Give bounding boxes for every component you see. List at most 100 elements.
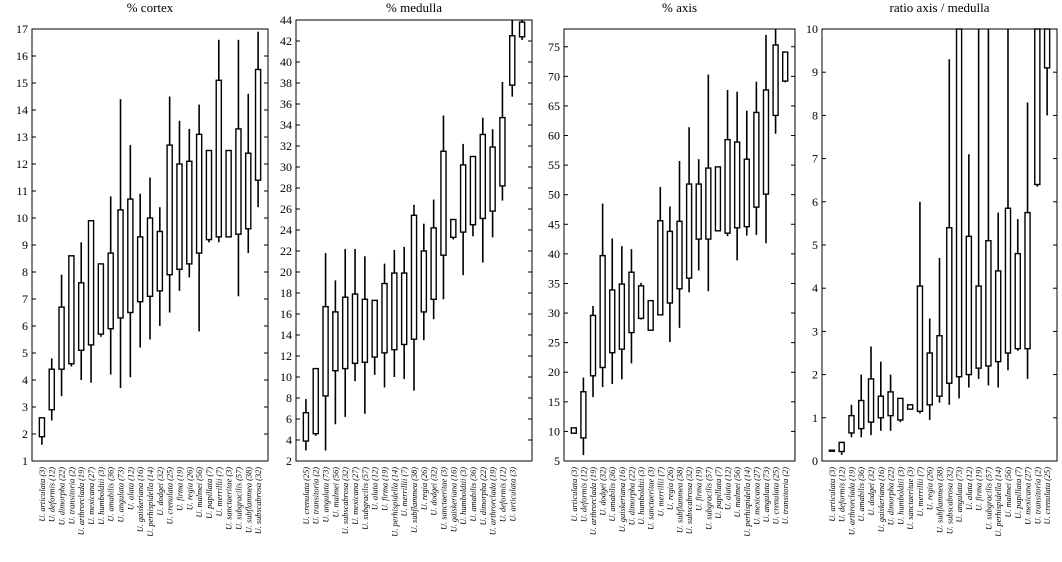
box-0-20 [235, 128, 242, 235]
ytick-label-1-7: 16 [280, 307, 292, 321]
box-3-18 [1004, 207, 1012, 354]
category-label-1-13: U. dodgei (32) [430, 467, 439, 516]
box-2-3 [599, 254, 606, 369]
panel-title-0: % cortex [127, 0, 174, 15]
ytick-label-0-15: 16 [16, 49, 28, 63]
ytick-label-3-8: 8 [812, 108, 818, 122]
category-label-0-20: U. subgracilis (57) [234, 467, 243, 530]
category-label-1-20: U. deformis (12) [498, 467, 507, 522]
ytick-label-2-7: 40 [548, 247, 560, 261]
ytick-label-1-14: 30 [280, 160, 292, 174]
category-label-2-18: U. perhispidella (14) [743, 467, 752, 537]
box-2-13 [695, 183, 702, 240]
box-0-11 [146, 217, 154, 298]
category-label-0-22: U. subscabrosa (32) [254, 467, 263, 534]
ytick-label-2-12: 65 [548, 99, 560, 113]
ytick-label-0-1: 2 [22, 427, 28, 441]
box-0-16 [195, 133, 203, 254]
ytick-label-0-7: 8 [22, 265, 28, 279]
box-1-16 [459, 164, 467, 233]
category-label-3-10: U. regia (26) [926, 467, 935, 510]
ytick-label-0-3: 4 [22, 373, 28, 387]
category-label-3-20: U. mexicana (27) [1024, 467, 1033, 525]
box-3-22 [1043, 28, 1051, 69]
category-label-2-17: U. malmei (56) [733, 467, 742, 518]
panel-title-2: % axis [662, 0, 697, 15]
box-2-22 [781, 51, 789, 82]
ytick-label-0-10: 11 [16, 184, 28, 198]
box-1-5 [351, 293, 359, 365]
ytick-label-3-5: 5 [812, 238, 818, 252]
category-label-2-14: U. subgracilis (57) [704, 467, 713, 530]
box-3-6 [887, 391, 894, 417]
category-label-1-1: U. transitoria (2) [312, 467, 321, 525]
ytick-label-1-3: 8 [286, 391, 292, 405]
box-1-18 [479, 133, 487, 220]
category-label-2-5: U. gaiskeriana (16) [618, 467, 627, 532]
ytick-label-3-9: 9 [812, 65, 818, 79]
ytick-label-2-8: 45 [548, 217, 560, 231]
box-3-3 [857, 399, 865, 430]
box-1-12 [420, 250, 428, 313]
ytick-label-3-3: 3 [812, 324, 818, 338]
box-3-9 [916, 285, 924, 413]
box-0-9 [127, 198, 134, 314]
category-label-3-3: U. amabilis (36) [857, 467, 866, 522]
category-label-3-6: U. dimorpha (22) [887, 467, 896, 526]
ytick-label-2-3: 20 [548, 365, 560, 379]
ytick-label-1-8: 18 [280, 286, 292, 300]
category-label-0-21: U. subflammea (38) [244, 467, 253, 533]
category-label-0-12: U. dodgei (32) [156, 467, 165, 516]
category-label-2-16: U. alata (12) [724, 467, 733, 510]
category-label-0-4: U. arthrorclada (19) [77, 467, 86, 536]
ytick-label-3-2: 2 [812, 368, 818, 382]
box-2-0 [570, 427, 578, 434]
panel-title-3: ratio axis / medulla [889, 0, 989, 15]
category-label-3-0: U. articulata (3) [828, 467, 837, 522]
ytick-label-2-10: 55 [548, 158, 560, 172]
category-label-3-17: U. perhispidella (14) [994, 467, 1003, 537]
category-label-0-8: U. angulata (73) [117, 467, 126, 523]
ytick-label-1-20: 42 [280, 34, 292, 48]
category-label-1-8: U. firma (19) [381, 467, 390, 511]
ytick-label-1-15: 32 [280, 139, 292, 153]
ytick-label-0-2: 3 [22, 400, 28, 414]
box-2-1 [580, 391, 587, 439]
ytick-label-1-1: 4 [286, 433, 292, 447]
box-2-20 [762, 89, 770, 195]
category-label-3-7: U. humboldtii (3) [896, 467, 905, 525]
category-label-1-3: U. malmei (56) [331, 467, 340, 518]
box-2-2 [589, 314, 597, 377]
box-2-18 [743, 158, 750, 228]
box-1-0 [302, 412, 310, 442]
category-label-1-10: U. merrillii (7) [400, 467, 409, 517]
box-2-15 [714, 166, 722, 232]
category-label-3-1: U. deformis (12) [838, 467, 847, 522]
category-label-0-17: U. papillata (7) [205, 467, 214, 519]
category-label-3-5: U. gaiskeriana (16) [877, 467, 886, 532]
ytick-label-2-14: 75 [548, 40, 560, 54]
ytick-label-1-13: 28 [280, 181, 292, 195]
category-label-2-21: U. crenulata (25) [772, 467, 781, 525]
category-label-3-8: U. sanctaeritae (3) [906, 467, 915, 530]
category-label-0-18: U. merrillii (7) [215, 467, 224, 517]
category-label-1-19: U. arthrorclada (19) [489, 467, 498, 536]
box-3-1 [838, 441, 845, 453]
box-0-4 [77, 282, 85, 351]
ytick-label-2-4: 25 [548, 336, 560, 350]
box-0-22 [254, 68, 262, 181]
ytick-label-0-0: 1 [22, 454, 28, 468]
box-2-4 [609, 289, 616, 354]
box-1-1 [312, 367, 319, 435]
box-2-10 [666, 230, 674, 304]
category-label-1-0: U. crenulata (25) [302, 467, 311, 525]
ytick-label-0-9: 10 [16, 211, 28, 225]
category-label-2-1: U. deformis (12) [579, 467, 588, 522]
category-label-2-15: U. papillata (7) [714, 467, 723, 519]
ytick-label-2-9: 50 [548, 188, 560, 202]
plot-frame-2 [563, 28, 796, 462]
box-1-7 [371, 299, 378, 358]
box-2-8 [647, 299, 654, 331]
category-label-2-8: U. sanctaeritae (3) [647, 467, 656, 530]
